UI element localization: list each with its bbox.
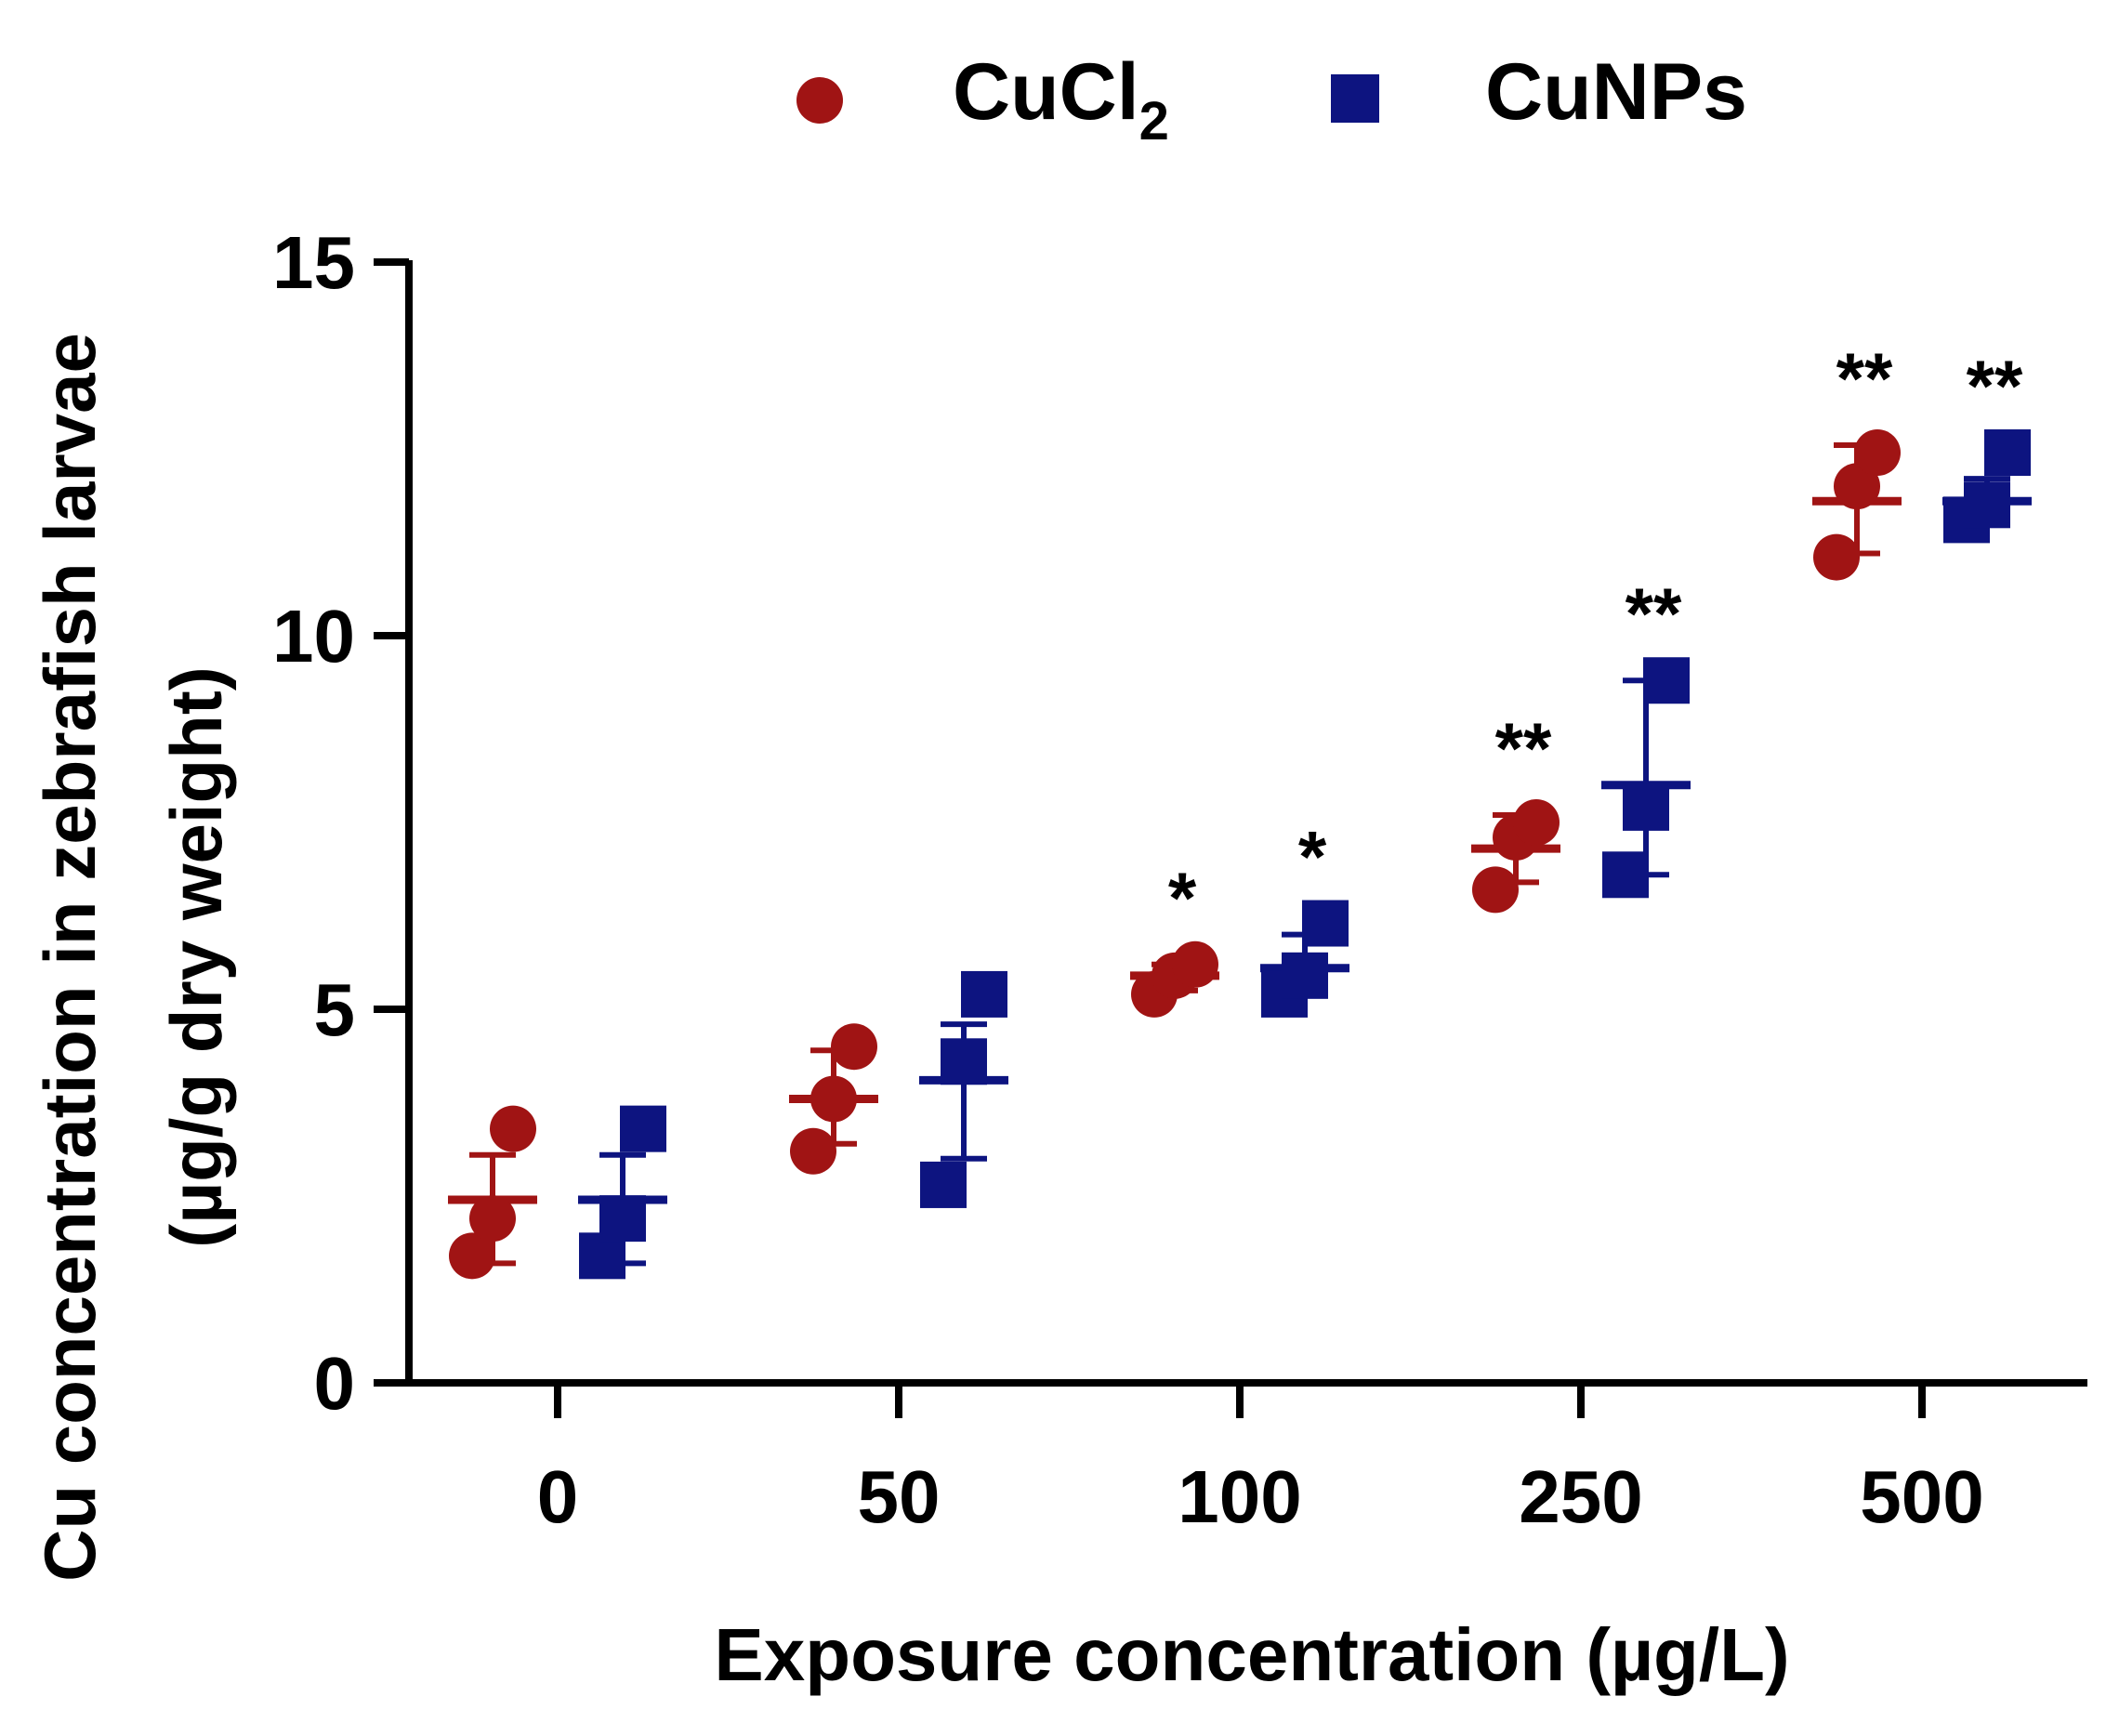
axes: 0 5 10 15 0 50 100 250 500 — [272, 221, 2087, 1538]
significance-label: ** — [1836, 337, 1893, 419]
data-point — [1643, 657, 1690, 704]
x-axis-title: Exposure concentration (µg/L) — [714, 1613, 1789, 1696]
group-cucl2-100: * — [1130, 857, 1219, 1018]
significance-label: ** — [1626, 572, 1682, 654]
data-point — [1964, 481, 2010, 529]
data-point — [1813, 533, 1860, 581]
significance-label: ** — [1495, 707, 1552, 789]
data-point — [1984, 429, 2031, 477]
data-point — [1302, 900, 1349, 947]
y-tick-label: 15 — [272, 221, 355, 304]
legend-marker-cucl2 — [796, 77, 843, 124]
group-cunps-50 — [919, 970, 1008, 1208]
x-tick-label: 250 — [1519, 1455, 1642, 1538]
y-axis-title-line2: (µg/g dry weight) — [155, 666, 237, 1248]
data-point — [1172, 940, 1218, 988]
y-tick-label: 10 — [272, 595, 355, 677]
data-point — [1834, 463, 1880, 510]
legend-label-cucl2: CuCl2 — [953, 47, 1169, 151]
group-cunps-0 — [578, 1105, 667, 1280]
group-cunps-100: * — [1260, 816, 1349, 1018]
data-point — [1602, 851, 1649, 899]
data-point — [490, 1105, 536, 1152]
data-point — [1472, 866, 1519, 914]
data-point — [961, 970, 1007, 1018]
data-point — [831, 1023, 877, 1071]
data-point — [941, 1038, 987, 1085]
group-cunps-250: ** — [1601, 572, 1691, 899]
data-point — [599, 1195, 646, 1243]
plot-marks: ********** — [448, 337, 2032, 1280]
significance-label: * — [1298, 816, 1327, 898]
data-point — [620, 1105, 666, 1152]
group-cucl2-250: ** — [1471, 707, 1560, 914]
legend: CuCl2 CuNPs — [796, 47, 1747, 151]
data-point — [920, 1161, 967, 1208]
legend-marker-cunps — [1331, 74, 1379, 123]
x-tick-label: 50 — [858, 1455, 941, 1538]
legend-label-cunps: CuNPs — [1485, 47, 1747, 137]
x-tick-label: 100 — [1178, 1455, 1301, 1538]
data-point — [469, 1195, 516, 1243]
data-point — [790, 1127, 836, 1175]
data-point — [449, 1232, 495, 1280]
data-point — [1623, 783, 1669, 831]
x-tick-label: 0 — [537, 1455, 579, 1538]
significance-label: ** — [1967, 345, 2023, 427]
x-tick-label: 500 — [1860, 1455, 1983, 1538]
significance-label: * — [1168, 857, 1197, 939]
data-point — [1513, 799, 1560, 846]
data-point — [810, 1075, 857, 1123]
y-tick-label: 5 — [314, 968, 356, 1051]
data-point — [1854, 429, 1901, 477]
group-cucl2-50 — [789, 1023, 878, 1175]
y-tick-label: 0 — [314, 1342, 356, 1425]
data-point — [1282, 952, 1328, 999]
group-cunps-500: ** — [1942, 345, 2032, 544]
group-cucl2-500: ** — [1812, 337, 1902, 581]
y-axis-title-line1: Cu concentration in zebrafish larvae — [29, 333, 111, 1582]
group-cucl2-0 — [448, 1105, 537, 1280]
